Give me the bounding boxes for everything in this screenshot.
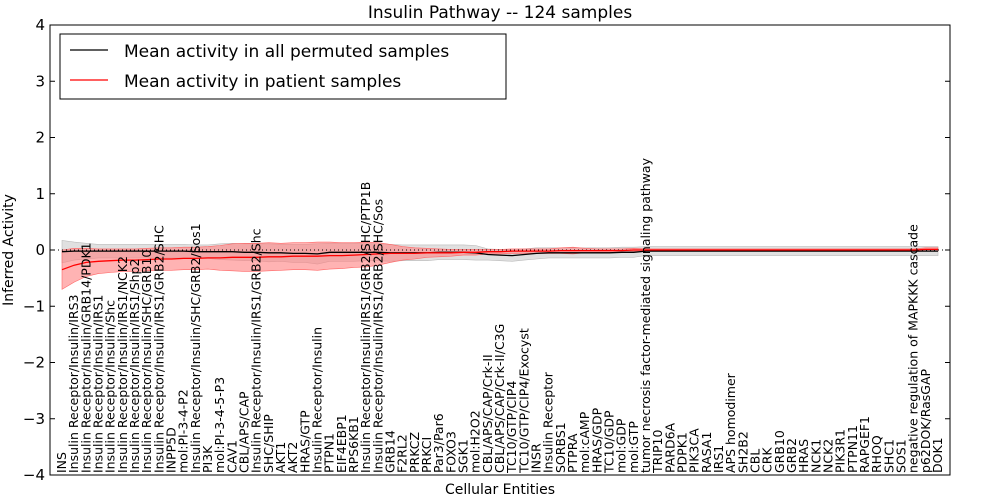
x-tick-label: PIK3CA: [687, 428, 702, 473]
x-tick-label: TC10/GTP/CIP4/Exocyst: [516, 328, 531, 474]
x-tick-label: negative regulation of MAPKKK cascade: [906, 224, 921, 473]
x-tick-label: SHC/SHIP: [261, 414, 276, 473]
x-tick-label: PTPN1: [322, 433, 337, 473]
x-tick-label: IRS1: [711, 445, 726, 473]
x-tick-label: Insulin Receptor/Insulin/SHC/GRB2/Sos1: [188, 223, 203, 473]
x-tick-label: CBL: [748, 449, 763, 473]
y-tick-label: −1: [23, 297, 45, 315]
x-tick-label: GRB10: [772, 430, 787, 473]
x-tick-label: INSR: [529, 443, 544, 473]
x-tick-label: RPS6KB1: [346, 416, 361, 473]
x-tick-label: mol:PI-3-4-P2: [176, 389, 191, 473]
x-tick-label: AKT1: [273, 442, 288, 473]
x-tick-label: F2RL2: [395, 434, 410, 473]
x-tick-label: DOK1: [930, 437, 945, 473]
x-tick-label: NCK2: [821, 439, 836, 473]
chart-title: Insulin Pathway -- 124 samples: [368, 3, 633, 23]
y-tick-label: 1: [35, 185, 45, 203]
x-tick-label: AKT2: [285, 442, 300, 473]
x-tick-label: APS homodimer: [723, 372, 738, 473]
x-tick-label: SORBS1: [553, 422, 568, 473]
x-tick-label: SHC1: [881, 439, 896, 473]
x-tick-label: FOXO3: [443, 431, 458, 473]
x-tick-label: p62DOK/RasGAP: [918, 368, 933, 473]
x-tick-label: EIF4EBP1: [334, 414, 349, 473]
y-tick-label: −3: [23, 410, 45, 428]
x-tick-label: Insulin Receptor/Insulin/IRS1/Shp2: [127, 259, 142, 473]
x-tick-label: Insulin Receptor/Insulin/Shc: [103, 300, 118, 473]
series-line-permuted: [61, 250, 938, 257]
x-tick-label: mol:GDP: [614, 418, 629, 473]
x-tick-label: RAPGEF1: [857, 416, 872, 473]
x-tick-label: SOS1: [894, 439, 909, 473]
x-tick-label: Insulin Receptor/Insulin: [310, 327, 325, 473]
x-tick-label: HRAS/GDP: [589, 407, 604, 473]
x-tick-label: Insulin Receptor: [541, 371, 556, 473]
x-tick-label: CBL/APS/CAP/Crk-II/C3G: [492, 324, 507, 473]
x-tick-label: Insulin Receptor/Insulin/IRS1/GRB2/SHC: [151, 225, 166, 473]
x-tick-label: CBL/APS/CAP/Crk-II: [480, 354, 495, 473]
x-tick-label: PARD6A: [662, 422, 677, 473]
x-tick-label: HRAS/GTP: [297, 410, 312, 473]
x-tick-label: INPP5D: [164, 427, 179, 473]
x-tick-label: CAV1: [224, 440, 239, 473]
legend-label-patient: Mean activity in patient samples: [124, 72, 401, 92]
x-tick-label: SGK1: [456, 439, 471, 473]
x-tick-label: PI3K: [200, 445, 215, 473]
y-axis-label: Inferred Activity: [1, 194, 17, 306]
x-tick-label: Insulin Receptor/Insulin/GRB14/PDK1: [78, 242, 93, 473]
x-tick-label: PTPRA: [565, 433, 580, 473]
y-tick-label: 3: [35, 72, 45, 90]
x-tick-label: CBL/APS/CAP: [237, 391, 252, 473]
x-tick-label: TC10/GTP/CIP4: [504, 381, 519, 474]
series-lines: [61, 248, 938, 271]
x-tick-label: tumor necrosis factor-mediated signaling…: [638, 157, 653, 473]
x-tick-label: NCK1: [808, 439, 823, 473]
x-tick-label: HRAS: [796, 439, 811, 473]
x-tick-label: RHOQ: [869, 435, 884, 473]
x-tick-label: Insulin Receptor/Insulin/IRS1/NCK2: [115, 256, 130, 473]
x-tick-label: GRB2: [784, 438, 799, 473]
x-tick-label: Insulin Receptor/Insulin/IRS1: [91, 295, 106, 473]
x-tick-label: INS: [54, 452, 69, 473]
series-line-patient: [61, 248, 938, 271]
x-tick-label: SH2B2: [735, 431, 750, 473]
x-tick-label: TC10/GDP: [602, 410, 617, 474]
y-tick-label: 4: [35, 16, 45, 34]
x-tick-label: PRKCZ: [407, 432, 422, 473]
x-tick-label: Insulin Receptor/Insulin/IRS1/GRB2/SHC/P…: [358, 182, 373, 473]
legend-box: [59, 33, 507, 100]
x-tick-label: Insulin Receptor/Insulin/IRS3: [66, 295, 81, 473]
x-tick-label: mol:cAMP: [577, 411, 592, 473]
x-tick-label: PDPK1: [675, 432, 690, 473]
x-tick-label: mol:PI-3-4-5-P3: [212, 377, 227, 473]
x-tick-label: GRB14: [383, 430, 398, 473]
x-axis-label: Cellular Entities: [445, 482, 555, 498]
x-tick-label: mol:GTP: [626, 421, 641, 473]
x-tick-label: Insulin Receptor/Insulin/IRS1/GRB2/SHC/S…: [370, 199, 385, 473]
x-tick-label: mol:H2O2: [468, 410, 483, 473]
y-tick-label: 2: [35, 129, 45, 147]
x-tick-label: CRK: [760, 447, 775, 473]
x-tick-label: Par3/Par6: [431, 413, 446, 473]
y-tick-label: −4: [23, 466, 45, 484]
x-tick-label: Insulin Receptor/Insulin/SHC/GRB10: [139, 250, 154, 473]
y-tick-label: 0: [35, 241, 45, 259]
x-tick-label: PTPN11: [845, 425, 860, 473]
x-tick-label: PRKCI: [419, 437, 434, 473]
x-tick-label: RASA1: [699, 432, 714, 473]
plot-frame: [49, 24, 951, 476]
legend: Mean activity in all permuted samples Me…: [59, 33, 507, 100]
y-tick-label: −2: [23, 354, 45, 372]
legend-label-permuted: Mean activity in all permuted samples: [124, 42, 449, 62]
x-tick-label: TRIP10: [650, 430, 665, 474]
x-tick-label: Insulin Receptor/Insulin/IRS1/GRB2/Shc: [249, 228, 264, 473]
x-tick-label: PIK3R1: [833, 429, 848, 473]
